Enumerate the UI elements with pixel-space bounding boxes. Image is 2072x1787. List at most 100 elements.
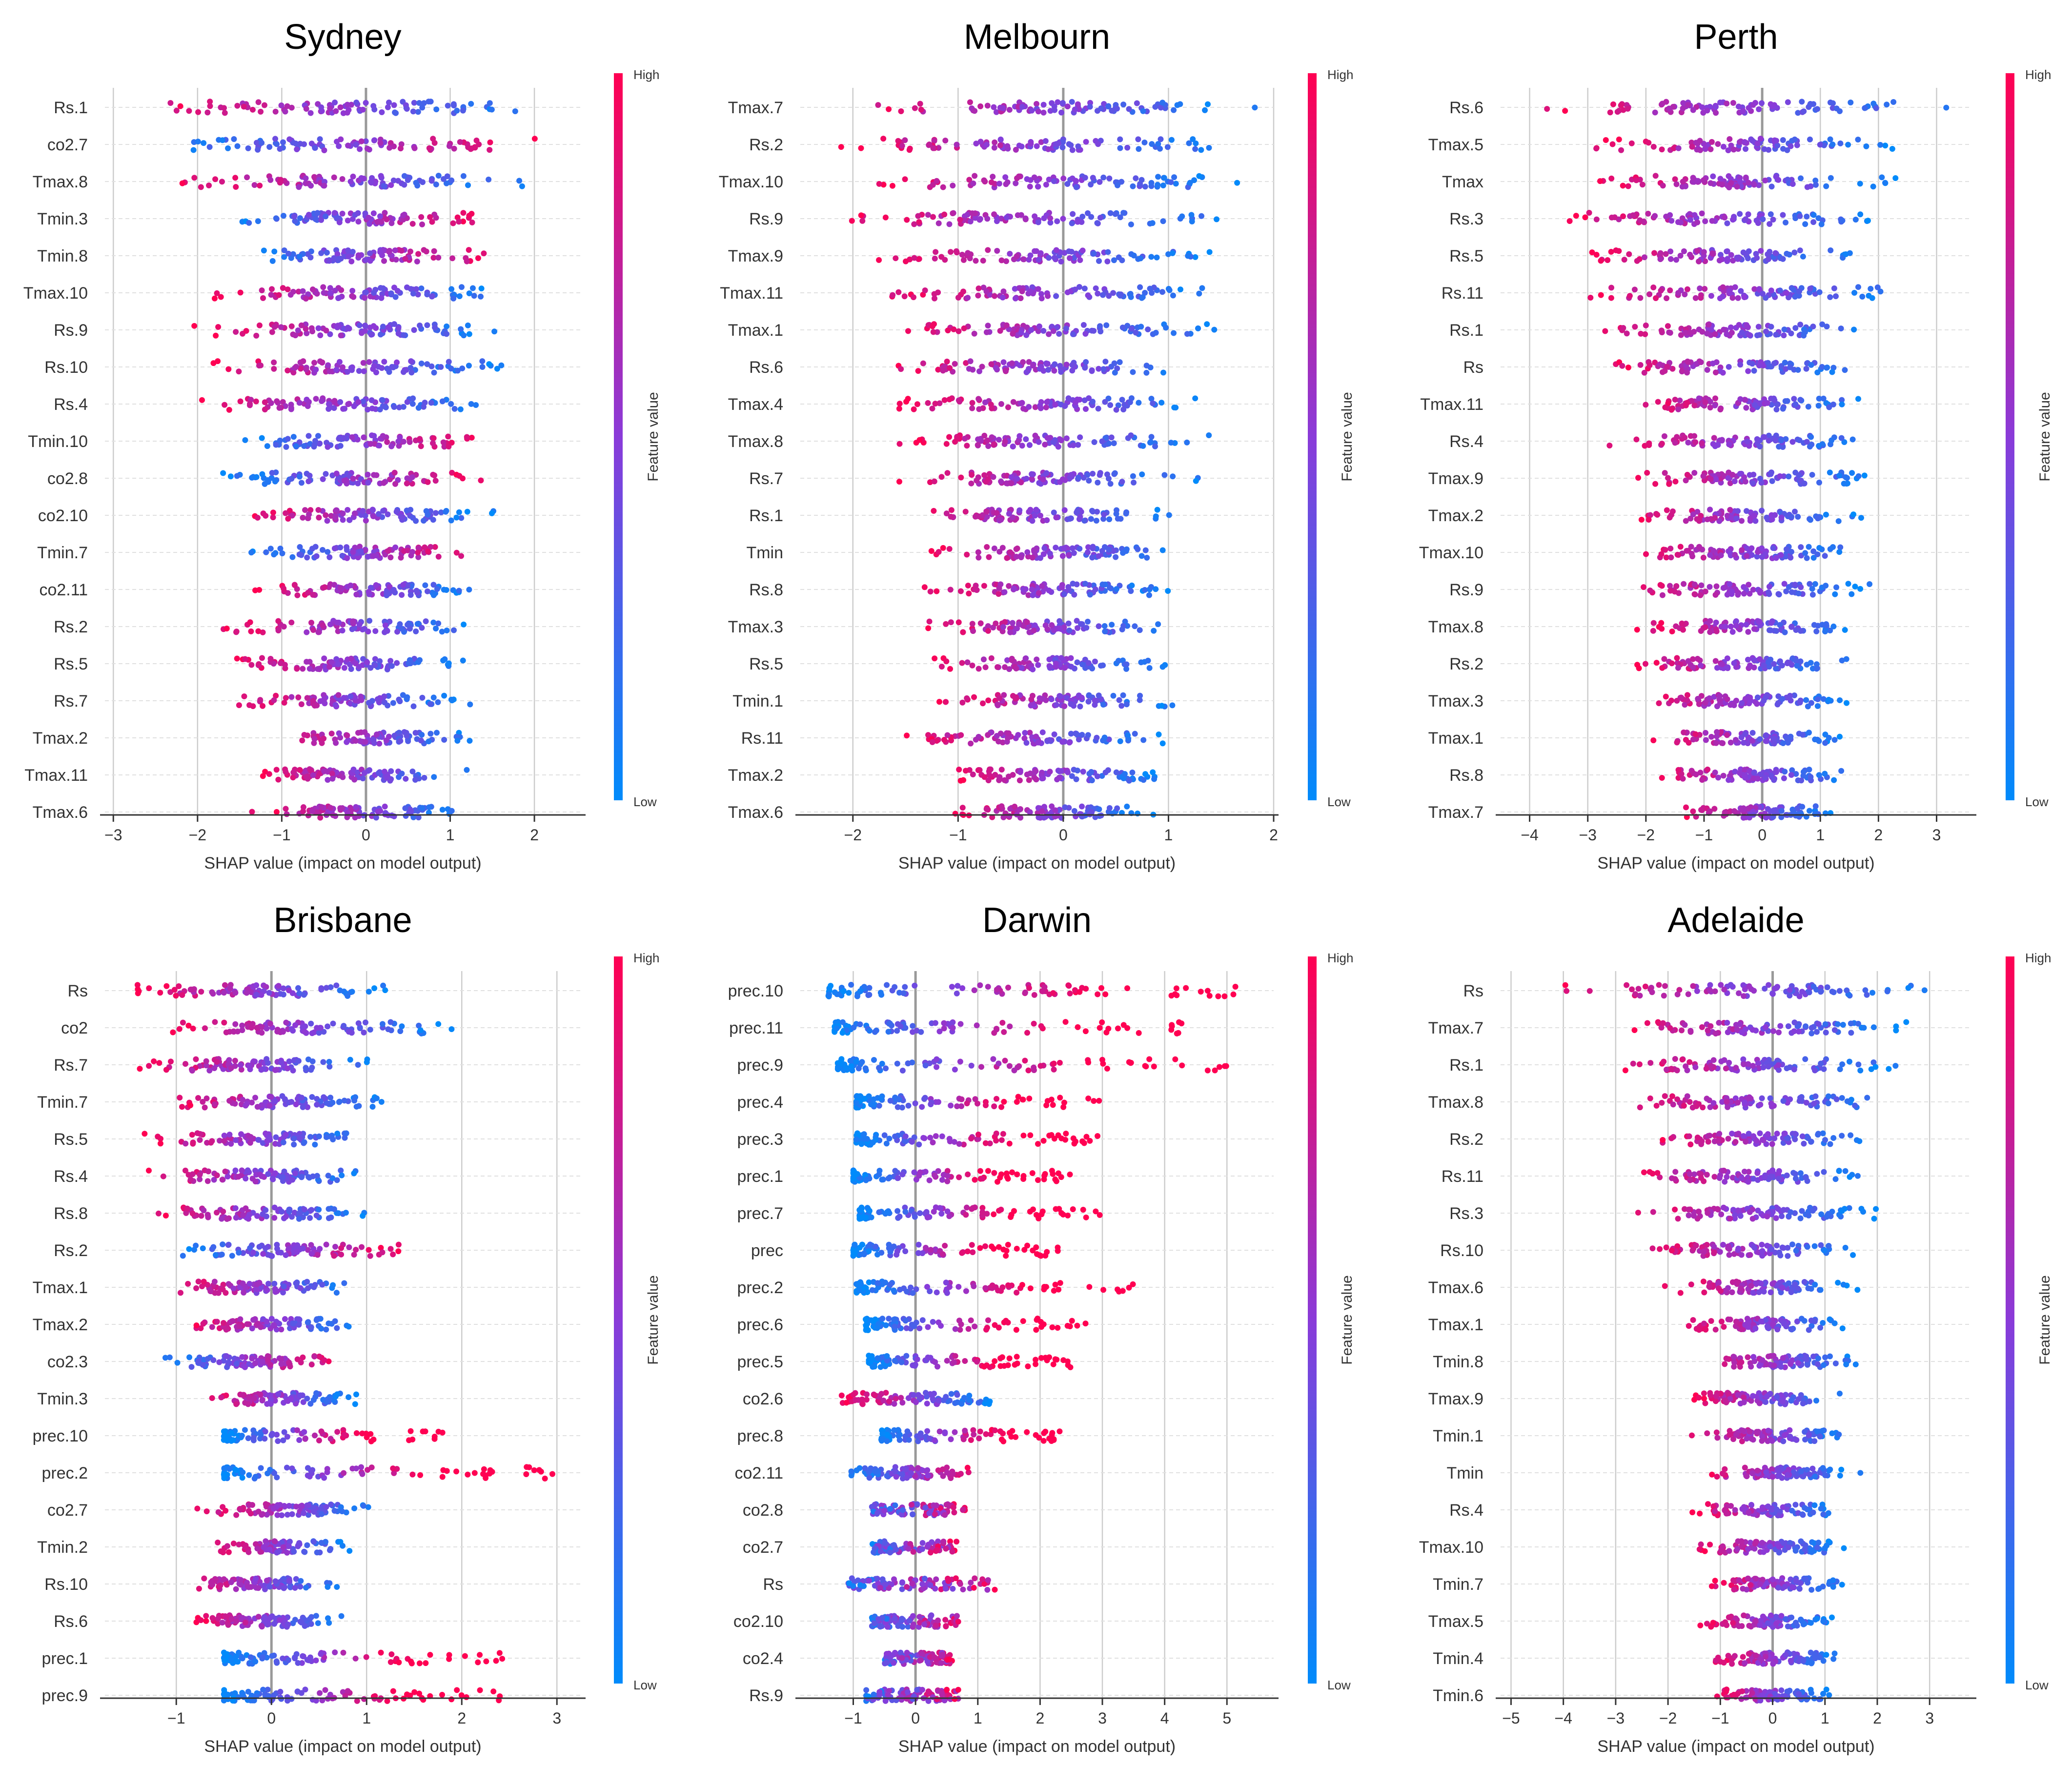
shap-point: [1012, 285, 1018, 292]
shap-point: [1022, 655, 1029, 662]
x-axis-label: SHAP value (impact on model output): [204, 854, 481, 873]
shap-point: [454, 367, 461, 374]
shap-point: [1625, 183, 1631, 189]
shap-point: [1746, 105, 1752, 111]
shap-point: [1682, 291, 1688, 298]
shap-point: [345, 401, 351, 407]
shap-point: [255, 628, 262, 634]
shap-point: [1104, 258, 1111, 264]
shap-point: [1117, 516, 1124, 522]
shap-point: [1026, 404, 1032, 410]
shap-point: [290, 251, 296, 257]
shap-point: [1735, 295, 1741, 301]
shap-point: [1113, 406, 1119, 413]
shap-point: [1064, 181, 1071, 187]
shap-point: [457, 139, 463, 145]
shap-point: [512, 108, 518, 114]
shap-point: [950, 183, 956, 189]
shap-point: [428, 178, 435, 184]
shap-point: [1770, 545, 1776, 551]
shap-point: [1019, 288, 1025, 295]
shap-point: [988, 361, 995, 367]
shap-point: [1740, 108, 1746, 115]
shap-point: [1039, 808, 1045, 814]
shap-point: [1807, 101, 1813, 107]
x-axis-label: SHAP value (impact on model output): [898, 854, 1176, 873]
shap-point: [1114, 805, 1120, 812]
shap-point: [415, 251, 422, 257]
shap-point: [1732, 552, 1738, 558]
shap-point: [1105, 103, 1112, 109]
feature-label: Rs.6: [1449, 99, 1483, 117]
shap-point: [371, 740, 377, 746]
shap-point: [288, 619, 295, 626]
shap-point: [234, 655, 240, 662]
shap-point: [1101, 511, 1107, 518]
shap-point: [1651, 250, 1658, 256]
shap-point: [326, 401, 332, 407]
shap-point: [1702, 399, 1708, 406]
shap-point: [1089, 368, 1095, 374]
shap-point: [419, 805, 426, 811]
dots-Tmin.8: [261, 247, 487, 264]
shap-point: [433, 510, 439, 516]
shap-point: [466, 247, 472, 253]
shap-point: [933, 249, 939, 255]
shap-point: [1165, 588, 1171, 594]
shap-point: [1797, 322, 1804, 328]
shap-point: [1842, 367, 1848, 373]
shap-point: [362, 210, 368, 217]
shap-point: [1148, 434, 1155, 440]
shap-point: [947, 365, 953, 371]
shap-point: [1638, 516, 1645, 523]
shap-point: [272, 136, 279, 142]
shap-point: [1157, 145, 1163, 152]
shap-point: [1744, 553, 1750, 559]
shap-point: [1610, 101, 1616, 107]
shap-point: [431, 211, 438, 218]
shap-point: [444, 628, 450, 634]
shap-point: [1851, 326, 1857, 333]
shap-point: [985, 443, 992, 449]
shap-point: [341, 478, 347, 484]
shap-point: [1697, 138, 1703, 144]
shap-point: [241, 103, 247, 110]
shap-point: [1652, 213, 1658, 219]
shap-point: [410, 515, 416, 521]
shap-point: [460, 218, 467, 224]
shap-point: [275, 776, 282, 783]
shap-point: [1130, 369, 1136, 375]
shap-point: [377, 140, 384, 146]
shap-point: [991, 144, 997, 151]
shap-point: [983, 288, 990, 295]
shap-point: [371, 472, 377, 478]
shap-point: [408, 808, 414, 814]
shap-point: [399, 592, 405, 598]
shap-point: [253, 332, 260, 339]
shap-point: [349, 287, 356, 294]
shap-point: [1206, 144, 1212, 151]
shap-point: [982, 664, 989, 670]
shap-point: [345, 217, 351, 223]
shap-point: [1187, 180, 1193, 186]
shap-point: [386, 144, 393, 151]
shap-point: [957, 217, 963, 223]
shap-point: [377, 285, 384, 291]
shap-point: [967, 218, 974, 224]
shap-point: [1699, 104, 1706, 110]
shap-point: [1007, 250, 1013, 257]
shap-point: [896, 441, 903, 447]
shap-point: [280, 213, 286, 219]
shap-point: [1120, 210, 1127, 216]
shap-point: [461, 621, 467, 628]
shap-point: [966, 590, 972, 597]
shap-point: [1744, 438, 1750, 445]
shap-point: [1672, 478, 1679, 485]
shap-point: [486, 361, 492, 367]
shap-point: [1790, 286, 1797, 293]
shap-point: [1061, 703, 1068, 710]
shap-point: [1002, 174, 1009, 181]
shap-point: [1749, 361, 1755, 367]
shap-point: [1708, 139, 1715, 145]
shap-point: [1044, 626, 1051, 632]
